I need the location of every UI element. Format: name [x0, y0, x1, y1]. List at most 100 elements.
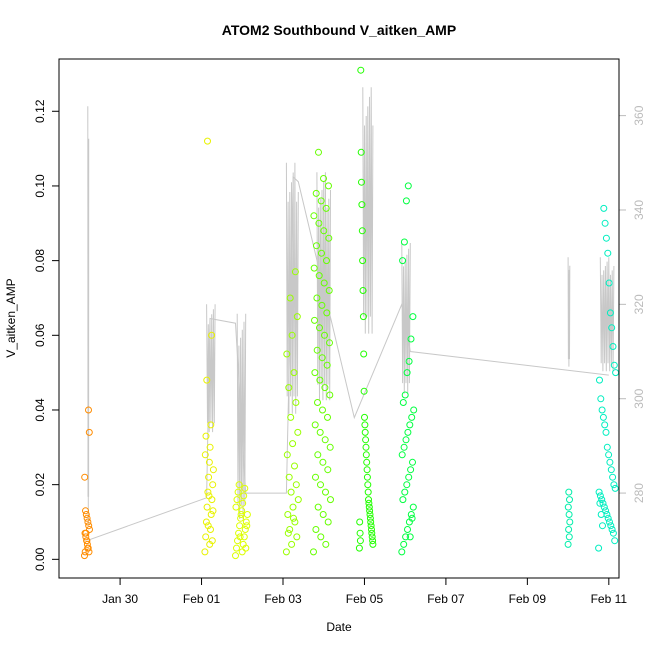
- data-point: [325, 287, 333, 294]
- data-point: [239, 499, 247, 507]
- x-axis-label: Date: [326, 620, 352, 634]
- data-point: [205, 473, 213, 481]
- data-point: [409, 313, 417, 321]
- data-point: [566, 518, 574, 526]
- secondary-spike-7: [567, 257, 571, 367]
- scatter-points: [81, 66, 620, 560]
- data-point: [205, 458, 213, 466]
- data-point: [359, 287, 367, 294]
- data-point: [607, 522, 615, 530]
- y-tick-label: 0.06: [33, 323, 47, 347]
- data-point: [596, 376, 603, 384]
- data-point: [599, 413, 607, 421]
- data-point: [399, 257, 407, 265]
- data-point: [602, 234, 610, 242]
- data-point: [311, 421, 319, 429]
- data-point: [283, 451, 291, 459]
- data-point: [404, 428, 412, 436]
- data-point: [291, 268, 299, 276]
- data-point: [399, 496, 407, 504]
- data-point: [316, 428, 324, 436]
- data-point: [606, 309, 614, 317]
- data-point: [598, 406, 606, 414]
- x-tick-label: Jan 30: [102, 592, 138, 606]
- data-point: [288, 331, 296, 339]
- data-point: [359, 257, 367, 265]
- data-point: [324, 518, 332, 526]
- data-point: [201, 451, 209, 459]
- data-point: [408, 413, 416, 421]
- data-point: [601, 421, 609, 429]
- data-point: [327, 496, 334, 504]
- data-point: [242, 544, 250, 552]
- data-point: [208, 331, 216, 339]
- data-point: [83, 514, 91, 522]
- data-point: [407, 511, 415, 518]
- data-point: [605, 451, 613, 459]
- data-point: [314, 399, 321, 406]
- data-point: [284, 511, 292, 518]
- data-point: [325, 182, 332, 190]
- secondary-spike-5: [362, 87, 374, 334]
- data-point: [289, 440, 297, 448]
- data-point: [600, 204, 608, 212]
- data-point: [243, 511, 251, 518]
- data-point: [311, 369, 319, 377]
- data-point: [205, 492, 213, 500]
- data-point: [565, 488, 573, 496]
- data-point: [403, 481, 411, 489]
- data-point: [602, 428, 610, 436]
- data-point: [402, 197, 410, 205]
- data-point: [236, 533, 244, 541]
- plot-frame: [58, 58, 620, 579]
- data-point: [203, 503, 211, 511]
- data-point: [82, 533, 90, 541]
- y-tick-label: 0.12: [33, 99, 47, 123]
- data-point: [605, 279, 613, 287]
- data-point: [317, 197, 325, 205]
- data-point: [240, 492, 248, 500]
- data-point: [322, 540, 330, 548]
- data-point: [363, 466, 371, 474]
- data-point: [83, 537, 91, 545]
- data-point: [318, 354, 326, 362]
- data-point: [312, 473, 319, 481]
- data-point: [323, 257, 330, 265]
- y2-tick-label: 300: [632, 388, 646, 408]
- data-point: [369, 540, 377, 548]
- data-point: [595, 488, 603, 496]
- data-point: [234, 488, 242, 496]
- x-tick-label: Feb 09: [509, 592, 547, 606]
- data-point: [85, 548, 93, 556]
- data-point: [365, 499, 373, 507]
- data-point: [86, 526, 93, 533]
- data-point: [312, 526, 320, 533]
- data-point: [313, 346, 321, 354]
- data-point: [402, 436, 410, 444]
- data-point: [401, 391, 409, 399]
- data-point: [601, 219, 609, 227]
- data-point: [208, 537, 216, 545]
- data-point: [399, 399, 407, 406]
- data-point: [315, 219, 323, 227]
- data-point: [356, 537, 364, 545]
- x-tick-label: Feb 05: [346, 592, 384, 606]
- data-point: [565, 526, 573, 533]
- data-point: [363, 458, 371, 466]
- chart-title: ATOM2 Southbound V_aitken_AMP: [222, 22, 456, 38]
- data-point: [609, 473, 617, 481]
- data-point: [358, 178, 365, 186]
- data-point: [404, 182, 412, 190]
- data-point: [204, 137, 211, 145]
- data-point: [326, 391, 334, 399]
- data-point: [237, 511, 245, 518]
- data-point: [610, 361, 618, 369]
- data-point: [319, 406, 326, 414]
- data-point: [364, 488, 372, 496]
- data-point: [202, 518, 210, 526]
- data-point: [609, 343, 617, 350]
- data-point: [81, 552, 88, 560]
- data-point: [362, 451, 370, 459]
- data-point: [318, 249, 325, 257]
